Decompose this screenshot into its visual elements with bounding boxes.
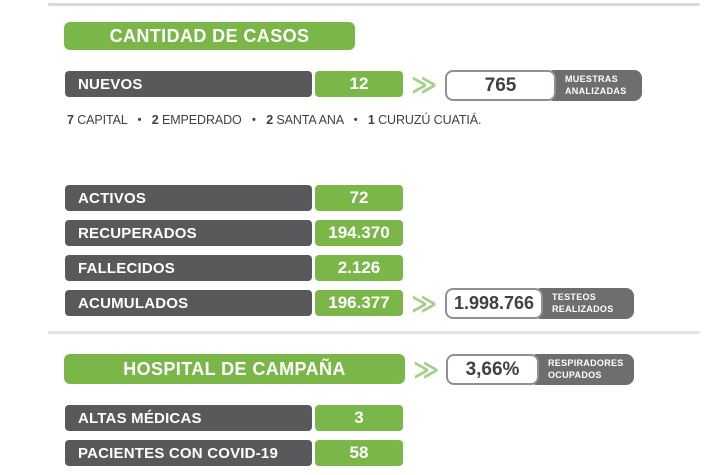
stat-row-activos: ACTIVOS 72 [65,185,403,211]
bullet-separator: • [137,114,142,126]
section-header-cantidad-de-casos: CANTIDAD DE CASOS [64,22,355,50]
stat-row-acumulados: ACUMULADOS 196.377 [65,290,403,316]
breakdown-count: 7 [67,113,74,127]
row-label: ACUMULADOS [78,294,189,312]
stat-row-fallecidos: FALLECIDOS 2.126 [65,255,403,281]
row-value: 12 [349,74,369,93]
breakdown-count: 2 [266,113,274,127]
breakdown-place: CAPITAL [77,113,128,127]
breakdown-place: EMPEDRADO [162,113,242,127]
stat-label-line2: ANALIZADAS [565,85,627,96]
section-divider [48,331,700,334]
stat-value: 765 [445,70,556,101]
row-label-bar: ACUMULADOS [65,290,312,316]
stat-label-line2: REALIZADOS [552,303,614,314]
breakdown-count: 2 [151,113,159,127]
breakdown-place: CURUZÚ CUATIÁ. [378,113,482,127]
nuevos-breakdown-text: 7 CAPITAL • 2 EMPEDRADO • 2 SANTA ANA • … [67,113,481,127]
top-divider [48,3,700,6]
row-value-box: 3 [315,405,403,431]
stat-box-testeos: 1.998.766 TESTEOS REALIZADOS [445,288,634,319]
stat-box-respiradores: 3,66% RESPIRADORES OCUPADOS [446,354,634,385]
stat-label: MUESTRAS ANALIZADAS [546,70,642,101]
double-chevron-icon: ≫ [411,71,438,99]
bullet-separator: • [252,114,256,126]
stat-box-muestras: 765 MUESTRAS ANALIZADAS [445,70,642,101]
row-value-box: 196.377 [315,290,403,316]
row-label: NUEVOS [78,75,143,93]
section-title: HOSPITAL DE CAMPAÑA [123,358,346,379]
stat-label-line1: RESPIRADORES [548,358,624,369]
stat-row-pacientes-covid: PACIENTES CON COVID-19 58 [65,440,403,466]
breakdown-count: 1 [367,113,375,127]
row-label-bar: ALTAS MÉDICAS [65,405,312,431]
stat-value: 3,66% [446,354,539,385]
stat-label-line1: TESTEOS [552,292,597,303]
stat-label: TESTEOS REALIZADOS [533,288,634,319]
row-value-box: 72 [315,185,403,211]
row-value-box: 12 [315,71,403,97]
row-value: 194.370 [328,223,390,242]
row-label: PACIENTES CON COVID-19 [78,444,278,462]
row-label-bar: FALLECIDOS [65,255,312,281]
stat-label: RESPIRADORES OCUPADOS [529,354,634,385]
stat-row-altas-medicas: ALTAS MÉDICAS 3 [65,405,403,431]
row-label: ALTAS MÉDICAS [78,409,202,427]
section-title: CANTIDAD DE CASOS [109,25,310,46]
row-label-bar: PACIENTES CON COVID-19 [65,440,312,466]
row-value-box: 58 [315,440,403,466]
row-value: 3 [354,408,364,427]
row-label: ACTIVOS [78,189,147,207]
breakdown-place: SANTA ANA [276,113,344,127]
stat-row-nuevos: NUEVOS 12 [65,71,403,97]
stat-label-line2: OCUPADOS [548,369,602,380]
row-value-box: 2.126 [315,255,403,281]
double-chevron-icon: ≫ [411,290,438,318]
row-value: 72 [349,188,369,207]
stat-row-recuperados: RECUPERADOS 194.370 [65,220,403,246]
double-chevron-icon: ≫ [413,356,440,384]
row-value: 196.377 [328,293,390,312]
row-value: 58 [349,443,369,462]
row-label: FALLECIDOS [78,259,176,277]
row-label-bar: RECUPERADOS [65,220,312,246]
section-header-hospital-de-campana: HOSPITAL DE CAMPAÑA [64,354,405,384]
stat-value: 1.998.766 [445,288,543,319]
bullet-separator: • [353,114,358,126]
row-label: RECUPERADOS [78,224,197,242]
stat-label-line1: MUESTRAS [565,74,618,85]
row-label-bar: ACTIVOS [65,185,312,211]
row-value-box: 194.370 [315,220,403,246]
row-value: 2.126 [337,258,381,277]
row-label-bar: NUEVOS [65,71,312,97]
